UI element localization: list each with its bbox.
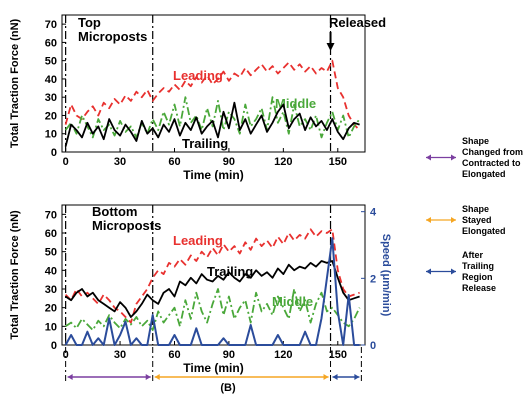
series-line-leading — [64, 228, 360, 324]
x-tick-label: 0 — [63, 156, 69, 168]
phase-arrow-right — [354, 374, 360, 380]
y-tick-label: 10 — [45, 129, 57, 141]
series-label-leading: Leading — [173, 233, 223, 248]
legend-label-line: Stayed — [462, 215, 492, 225]
y-axis-label: Total Traction Force (nN) — [9, 210, 21, 340]
legend-label-line: Contracted to — [462, 158, 521, 168]
y-tick-label: 20 — [45, 110, 57, 122]
y-tick-label: 60 — [45, 37, 57, 49]
y2-tick-label: 0 — [370, 340, 376, 352]
phase-arrow-right — [323, 374, 329, 380]
x-tick-label: 150 — [329, 349, 347, 361]
legend-arrow-right — [451, 154, 456, 161]
chart-title-line: Microposts — [92, 218, 161, 233]
legend-label-line: Shape — [462, 204, 489, 214]
x-tick-label: 30 — [114, 349, 126, 361]
legend-arrow-right — [451, 217, 456, 223]
y-tick-label: 70 — [45, 209, 57, 221]
series-label-trailing: Trailing — [207, 264, 253, 279]
legend-label-line: Trailing — [462, 261, 494, 271]
phase-markers — [65, 347, 362, 383]
legend-arrow-left — [426, 268, 431, 275]
x-tick-label: 30 — [114, 156, 126, 168]
y-tick-label: 60 — [45, 228, 57, 240]
legend-label-line: Shape — [462, 136, 489, 146]
y-axis-label: Total Traction Force (nN) — [9, 18, 21, 148]
x-tick-label: 120 — [274, 349, 292, 361]
released-annotation: Released — [329, 15, 386, 30]
released-arrow-head — [326, 43, 335, 51]
phase-arrow-left — [154, 374, 160, 380]
legend-arrow-left — [426, 217, 431, 223]
y-tick-label: 30 — [45, 92, 57, 104]
chart-title-line: Bottom — [92, 204, 138, 219]
x-tick-label: 90 — [223, 156, 235, 168]
y2-tick-label: 2 — [370, 273, 376, 285]
series-line-middle — [64, 96, 361, 139]
x-tick-label: 60 — [168, 156, 180, 168]
x-tick-label: 60 — [168, 349, 180, 361]
legend-label-line: After — [462, 250, 483, 260]
x-axis-label: Time (min) — [183, 168, 243, 182]
series-label-middle: Middle — [272, 294, 313, 309]
chart-top-microposts: 0 10 20 30 40 50 60 70 0 30 60 90 120 150 Time (min) To… — [9, 14, 386, 182]
series-line-trailing — [65, 260, 360, 318]
y-tick-label: 50 — [45, 56, 57, 68]
x-tick-label: 120 — [274, 156, 292, 168]
series-line-middle — [65, 288, 361, 332]
y-tick-label: 40 — [45, 74, 57, 86]
legend-label-line: Changed from — [462, 147, 523, 157]
legend-arrow-right — [451, 268, 456, 275]
series-label-trailing: Trailing — [182, 136, 228, 151]
y2-tick-label: 4 — [370, 207, 377, 219]
x-axis-label: Time (min) — [183, 361, 243, 375]
legend-label-line: Elongated — [462, 226, 506, 236]
x-tick-label: 0 — [63, 349, 69, 361]
y-tick-label: 30 — [45, 284, 57, 296]
phase-arrow-right — [145, 374, 151, 380]
chart-bottom-microposts: 0 10 20 30 40 50 60 70 0 30 60 90 120 150 0 2 4 Speed (μm… — [9, 204, 392, 375]
series-line-speed — [64, 237, 360, 346]
y-tick-label: 70 — [45, 19, 57, 31]
legend-arrow-left — [426, 154, 431, 161]
figure-label: (B) — [220, 382, 236, 394]
legend-label-line: Region — [462, 272, 493, 282]
y-tick-label: 40 — [45, 265, 57, 277]
y-tick-label: 10 — [45, 321, 57, 333]
series-label-leading: Leading — [173, 68, 223, 83]
y-tick-label: 0 — [51, 147, 57, 159]
y2-axis-label: Speed (μm/min) — [380, 234, 392, 317]
chart-title-line: Microposts — [78, 29, 147, 44]
x-tick-label: 150 — [329, 156, 347, 168]
legend-label-line: Elongated — [462, 169, 506, 179]
y-tick-label: 0 — [51, 340, 57, 352]
phase-arrow-left — [332, 374, 338, 380]
x-tick-label: 90 — [223, 349, 235, 361]
y-tick-label: 50 — [45, 247, 57, 259]
series-label-middle: Middle — [275, 96, 316, 111]
phase-arrow-left — [67, 374, 73, 380]
series-line-trailing — [64, 101, 360, 147]
legend-label-line: Release — [462, 283, 496, 293]
plot-frame — [61, 14, 366, 153]
y-tick-label: 20 — [45, 303, 57, 315]
series-line-leading — [64, 59, 361, 131]
chart-title-line: Top — [78, 15, 101, 30]
